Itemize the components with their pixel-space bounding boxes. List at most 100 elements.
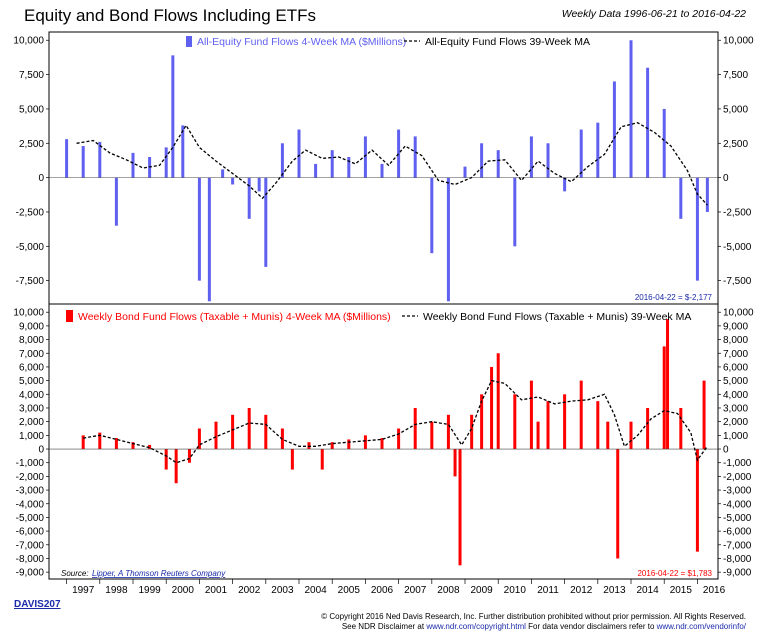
bond-y-tick-label-right: -7,000 bbox=[723, 540, 752, 551]
bond-bar bbox=[430, 421, 434, 450]
equity-bar bbox=[181, 125, 185, 178]
equity-y-tick-label-left: 2,500 bbox=[19, 139, 44, 150]
equity-y-tick-label-right: -2,500 bbox=[723, 207, 752, 218]
equity-bar bbox=[247, 177, 251, 219]
bond-y-tick-label-right: -2,000 bbox=[723, 472, 752, 483]
equity-y-tick-label-right: 0 bbox=[723, 173, 729, 184]
equity-bar bbox=[314, 163, 318, 178]
bond-bar bbox=[164, 449, 168, 470]
bond-y-tick-label-left: -9,000 bbox=[16, 568, 45, 579]
bond-y-tick-label-left: -2,000 bbox=[16, 472, 45, 483]
equity-legend-ma-label: All-Equity Fund Flows 39-Week MA bbox=[425, 36, 590, 48]
bond-y-tick-label-left: -6,000 bbox=[16, 527, 45, 538]
bond-panel-frame bbox=[48, 303, 719, 580]
equity-bar bbox=[81, 146, 85, 178]
equity-bar bbox=[430, 177, 434, 254]
x-axis: 1997 1998 1999 2000 2001 2002 2003 2004 2005 2006… bbox=[66, 579, 726, 596]
equity-bar bbox=[596, 122, 600, 178]
x-tick-label: 2001 bbox=[205, 585, 228, 596]
x-tick-label: 1999 bbox=[138, 585, 161, 596]
bond-legend-ma-label: Weekly Bond Fund Flows (Taxable + Munis)… bbox=[423, 311, 691, 323]
bond-y-tick-label-left: 8,000 bbox=[19, 335, 44, 346]
bond-bar bbox=[458, 449, 462, 566]
bond-bar bbox=[380, 438, 384, 450]
disclaimer-text-a: See NDR Disclaimer at bbox=[341, 622, 427, 631]
x-tick-label: 1998 bbox=[105, 585, 128, 596]
vendor-info-link[interactable]: www.ndr.com/vendorinfo/ bbox=[656, 622, 746, 631]
bond-y-tick-label-right: 0 bbox=[723, 445, 729, 456]
equity-y-tick-label-right: -5,000 bbox=[723, 242, 752, 253]
x-tick-label: 2015 bbox=[670, 585, 693, 596]
equity-bar bbox=[546, 143, 550, 178]
equity-bar bbox=[221, 169, 225, 178]
x-tick-label: 2013 bbox=[603, 585, 626, 596]
equity-bar bbox=[197, 177, 201, 281]
bond-legend-bar-label: Weekly Bond Fund Flows (Taxable + Munis)… bbox=[78, 311, 391, 323]
equity-legend-bar-label: All-Equity Fund Flows 4-Week MA ($Millio… bbox=[197, 36, 406, 48]
equity-y-tick-label-right: 5,000 bbox=[723, 104, 748, 115]
bond-bar bbox=[131, 442, 135, 450]
equity-y-tick-label-left: 5,000 bbox=[19, 104, 44, 115]
equity-bar bbox=[297, 129, 301, 178]
chart-title: Equity and Bond Flows Including ETFs bbox=[24, 6, 316, 25]
equity-bar bbox=[347, 157, 351, 178]
equity-bar bbox=[114, 177, 118, 226]
equity-bar bbox=[380, 163, 384, 178]
x-tick-label: 2008 bbox=[437, 585, 460, 596]
equity-y-axis-left: -7,500 -5,000 -2,500 0 2,500 5,000 7,500 10,000 bbox=[13, 36, 49, 287]
bond-bar bbox=[174, 449, 178, 484]
equity-bar bbox=[98, 141, 102, 178]
bond-bar bbox=[247, 407, 251, 450]
equity-bar bbox=[171, 55, 175, 178]
equity-ma-polyline bbox=[76, 122, 708, 206]
copyright-line1: © Copyright 2016 Ned Davis Research, Inc… bbox=[321, 612, 746, 621]
bond-bar bbox=[231, 414, 235, 450]
date-range-label: Weekly Data 1996-06-21 to 2016-04-22 bbox=[561, 8, 746, 20]
x-tick-label: 2004 bbox=[304, 585, 327, 596]
source-name[interactable]: Lipper, A Thomson Reuters Company bbox=[92, 569, 226, 578]
equity-bar bbox=[513, 177, 517, 247]
bond-y-tick-label-left: 10,000 bbox=[13, 308, 44, 319]
bond-bar bbox=[579, 380, 583, 450]
bond-bar bbox=[536, 421, 540, 450]
bond-bar bbox=[606, 421, 610, 450]
bond-y-tick-label-left: 2,000 bbox=[19, 417, 44, 428]
bond-bar bbox=[563, 394, 567, 450]
bond-bar bbox=[187, 449, 191, 463]
bond-bar bbox=[347, 439, 351, 450]
equity-bar bbox=[131, 152, 135, 178]
equity-bar bbox=[363, 136, 367, 178]
equity-y-tick-label-right: 7,500 bbox=[723, 70, 748, 81]
bond-ma-line bbox=[83, 379, 708, 464]
bond-y-tick-label-right: 7,000 bbox=[723, 349, 748, 360]
bond-bar bbox=[480, 394, 484, 450]
copyright-link[interactable]: www.ndr.com/copyright.html bbox=[426, 622, 526, 631]
report-id[interactable]: DAVIS207 bbox=[14, 599, 61, 610]
bond-y-tick-label-right: -4,000 bbox=[723, 499, 752, 510]
equity-y-tick-label-right: 2,500 bbox=[723, 139, 748, 150]
bond-y-tick-label-left: 7,000 bbox=[19, 349, 44, 360]
equity-bar bbox=[529, 136, 533, 178]
x-tick-label: 2003 bbox=[271, 585, 294, 596]
bond-y-tick-label-right: -3,000 bbox=[723, 486, 752, 497]
bond-bar bbox=[679, 407, 683, 450]
x-tick-label: 2000 bbox=[172, 585, 195, 596]
bond-y-tick-label-right: 2,000 bbox=[723, 417, 748, 428]
bond-bar bbox=[446, 414, 450, 450]
x-tick-label: 2012 bbox=[570, 585, 593, 596]
bond-bar bbox=[596, 401, 600, 450]
bond-bar bbox=[616, 449, 620, 559]
x-tick-label: 2014 bbox=[636, 585, 659, 596]
x-tick-label: 2010 bbox=[504, 585, 527, 596]
bond-y-tick-label-right: -9,000 bbox=[723, 568, 752, 579]
equity-y-tick-label-right: -7,500 bbox=[723, 276, 752, 287]
bond-bar bbox=[490, 366, 494, 450]
bond-bar bbox=[320, 449, 324, 470]
equity-bar bbox=[679, 177, 683, 219]
equity-legend-swatch bbox=[186, 36, 192, 47]
x-tick-label: 2011 bbox=[537, 585, 559, 596]
bond-y-tick-label-left: 9,000 bbox=[19, 321, 44, 332]
bond-bar bbox=[307, 442, 311, 450]
bond-y-tick-label-right: -1,000 bbox=[723, 458, 752, 469]
